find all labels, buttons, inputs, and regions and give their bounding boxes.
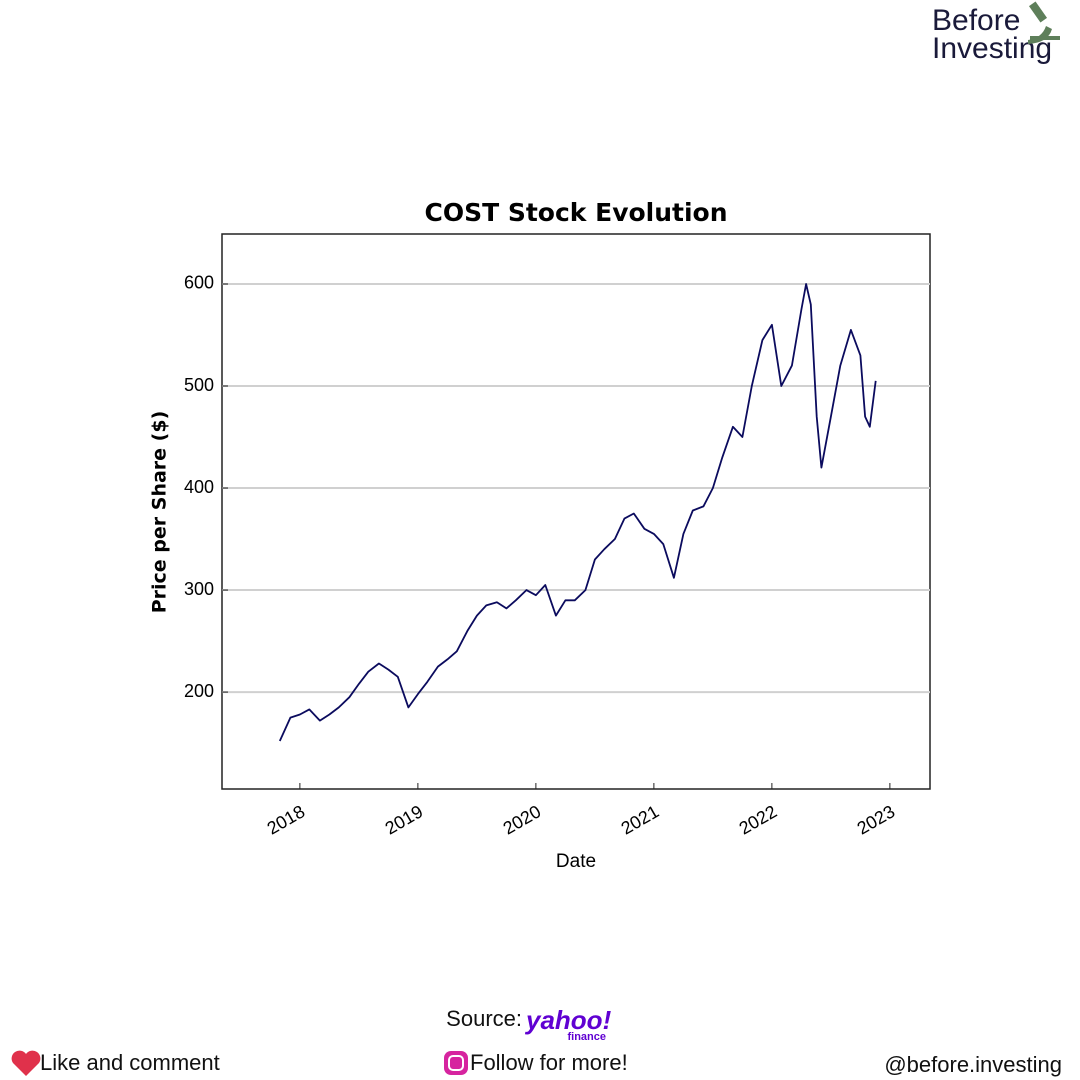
logo-icon <box>1028 1 1060 44</box>
x-axis-label: Date <box>556 851 596 872</box>
x-tick-label: 2018 <box>264 801 309 838</box>
yahoo-sub: finance <box>567 1031 606 1043</box>
footer-left: Like and comment <box>40 1050 220 1075</box>
instagram-icon <box>444 1051 468 1075</box>
y-tick-label: 300 <box>184 579 214 599</box>
x-tick-label: 2022 <box>736 801 781 838</box>
instagram-icon-inner <box>448 1055 464 1071</box>
x-tick-label: 2020 <box>500 801 545 838</box>
plot-frame <box>221 233 931 790</box>
yahoo-brand: yahoo! <box>524 1005 612 1035</box>
x-tick-label: 2021 <box>618 801 663 838</box>
logo-line1: Before <box>932 4 1020 37</box>
heart-icon <box>11 1050 41 1076</box>
footer-right: @before.investing <box>884 1052 1062 1077</box>
y-tick-label: 500 <box>184 375 214 395</box>
chart-title: COST Stock Evolution <box>424 198 727 227</box>
y-tick-label: 400 <box>184 477 214 497</box>
x-tick-label: 2019 <box>382 801 427 838</box>
price-line <box>278 283 877 742</box>
source-label: Source: <box>446 1006 522 1031</box>
footer-center: Follow for more! <box>470 1050 628 1075</box>
x-tick-label: 2023 <box>854 801 899 838</box>
y-tick-label: 200 <box>184 681 214 701</box>
y-axis-label: Price per Share ($) <box>149 411 171 614</box>
y-tick-label: 600 <box>184 273 214 293</box>
